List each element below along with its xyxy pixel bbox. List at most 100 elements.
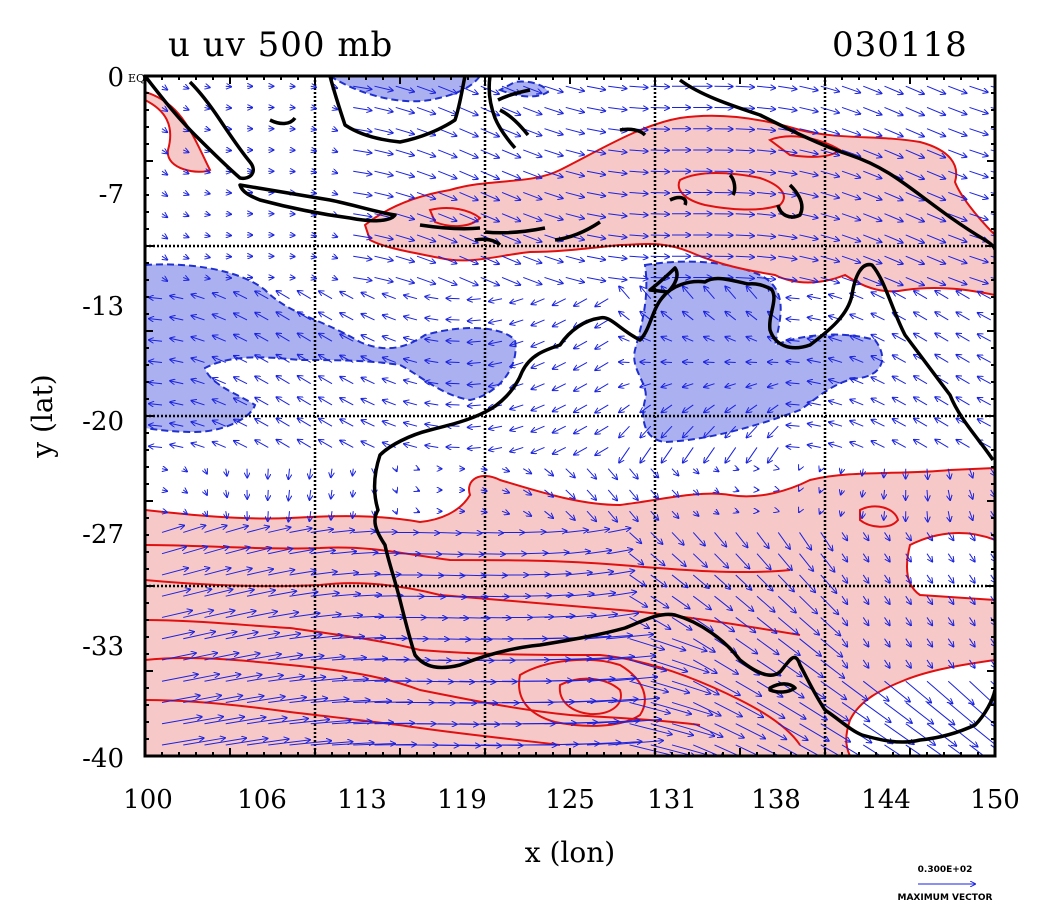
- wind-vector: [438, 617, 468, 618]
- wind-vector: [288, 468, 289, 479]
- wind-vector: [884, 638, 890, 647]
- wind-vector: [404, 359, 418, 363]
- wind-vector: [353, 86, 371, 89]
- wind-vector: [862, 553, 868, 562]
- wind-vector: [872, 399, 885, 406]
- wind-vector: [162, 511, 167, 512]
- wind-vector: [383, 315, 396, 321]
- wind-vector: [650, 617, 671, 629]
- wind-vector: [404, 380, 418, 384]
- wind-vector: [671, 617, 692, 629]
- wind-vector: [319, 355, 333, 363]
- wind-vector: [565, 551, 590, 553]
- wind-vector: [926, 617, 932, 625]
- wind-vector: [225, 632, 258, 640]
- wind-vector: [332, 129, 337, 131]
- wind-vector: [510, 425, 524, 430]
- wind-vector: [565, 700, 617, 702]
- wind-vector: [501, 276, 520, 284]
- wind-vector: [246, 697, 285, 703]
- wind-vector: [362, 293, 375, 300]
- wind-vector: [948, 128, 966, 136]
- wind-vector: [438, 276, 456, 284]
- wind-vector: [574, 362, 588, 369]
- wind-vector: [510, 319, 524, 324]
- wind-vector: [204, 547, 229, 555]
- wind-vector: [544, 552, 569, 553]
- wind-vector: [192, 294, 205, 300]
- wind-vector: [650, 256, 669, 257]
- wind-vector: [501, 170, 520, 178]
- wind-vector: [704, 337, 715, 342]
- wind-vector: [340, 398, 354, 406]
- wind-vector: [926, 85, 945, 94]
- wind-vector: [246, 633, 279, 640]
- wind-vector: [725, 425, 737, 437]
- wind-vector: [735, 86, 754, 87]
- wind-vector: [863, 276, 881, 284]
- wind-vector: [574, 383, 588, 391]
- wind-vector: [425, 382, 439, 384]
- wind-vector: [850, 400, 864, 406]
- wind-vector: [161, 717, 202, 725]
- wind-vector: [277, 291, 290, 300]
- wind-vector: [204, 674, 241, 682]
- wind-vector: [948, 468, 950, 479]
- wind-vector: [747, 447, 758, 462]
- wind-vector: [947, 532, 953, 540]
- wind-vector: [926, 553, 932, 562]
- wind-vector: [629, 595, 648, 607]
- wind-vector: [480, 191, 499, 200]
- wind-vector: [289, 549, 314, 555]
- wind-vector: [820, 680, 846, 699]
- wind-vector: [799, 255, 818, 260]
- wind-vector: [586, 593, 615, 597]
- wind-vector: [311, 150, 316, 151]
- y-tick-label: -40: [82, 744, 124, 774]
- wind-vector: [777, 532, 790, 548]
- wind-vector: [640, 312, 652, 321]
- wind-vector: [489, 426, 503, 429]
- wind-vector: [383, 336, 396, 342]
- wind-vector: [820, 595, 839, 614]
- wind-vector: [311, 277, 316, 278]
- reference-vector-magnitude: 0.300E+02: [918, 865, 973, 875]
- wind-vector: [226, 235, 231, 236]
- wind-vector: [608, 698, 659, 703]
- wind-vector: [183, 277, 188, 279]
- wind-vector: [914, 440, 928, 448]
- wind-vector: [948, 149, 966, 157]
- wind-vector: [332, 107, 337, 109]
- wind-vector: [268, 740, 310, 746]
- wind-vector: [650, 553, 665, 566]
- wind-vector: [926, 255, 945, 264]
- wind-vector: [149, 382, 163, 383]
- wind-vector: [438, 234, 456, 242]
- wind-vector: [565, 721, 619, 723]
- wind-vector: [884, 574, 890, 583]
- wind-vector: [544, 170, 563, 177]
- wind-vector: [255, 355, 269, 363]
- wind-vector: [374, 744, 417, 745]
- wind-vector: [459, 191, 478, 200]
- wind-vector: [340, 292, 354, 300]
- wind-vector: [841, 276, 860, 283]
- wind-vector: [205, 256, 210, 257]
- wind-vector: [234, 335, 248, 342]
- wind-vector: [608, 656, 655, 661]
- wind-vector: [595, 383, 609, 392]
- wind-vector: [893, 334, 906, 342]
- wind-vector: [841, 744, 862, 756]
- plot-title: u uv 500 mb: [168, 25, 393, 65]
- wind-vector: [671, 638, 706, 651]
- wind-vector: [808, 317, 821, 320]
- wind-vector: [608, 107, 626, 109]
- wind-vector: [671, 510, 678, 518]
- wind-vector: [884, 659, 890, 668]
- wind-vector: [553, 404, 566, 411]
- wind-vector: [841, 234, 860, 241]
- wind-vector: [799, 213, 818, 218]
- wind-vector: [417, 469, 419, 470]
- wind-vector: [404, 316, 418, 320]
- wind-vector: [841, 149, 860, 156]
